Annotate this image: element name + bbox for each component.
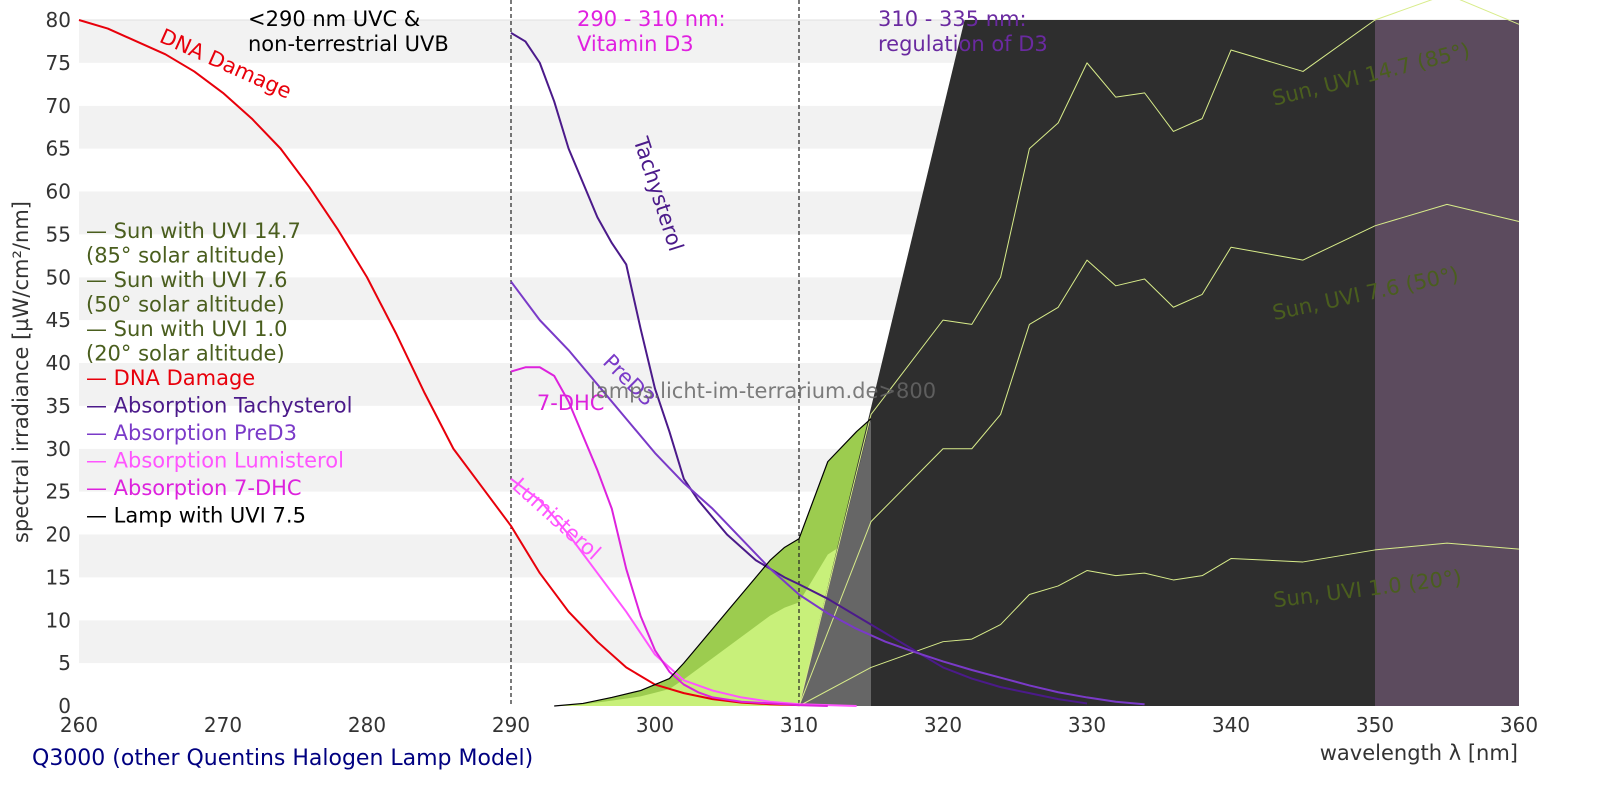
x-tick-label: 320 — [924, 713, 962, 737]
region-annotation: <290 nm UVC & — [248, 7, 420, 31]
y-tick-label: 45 — [46, 308, 71, 332]
legend-entry: — Sun with UVI 7.6 — [86, 268, 288, 292]
x-tick-label: 360 — [1500, 713, 1538, 737]
series-lamp-with-uvi-7-5 — [554, 418, 872, 707]
x-tick-label: 330 — [1068, 713, 1106, 737]
y-tick-label: 30 — [46, 437, 71, 461]
x-tick-label: 260 — [60, 713, 98, 737]
x-axis-label: wavelength λ [nm] — [1320, 741, 1518, 765]
y-tick-labels: 0 5 10 15 20 25 30 35 40 45 50 55 60 65 70 75 80 — [46, 8, 71, 718]
y-tick-label: 15 — [46, 565, 71, 589]
region-annotation: regulation of D3 — [878, 32, 1048, 56]
legend-entry: — Absorption 7-DHC — [86, 476, 302, 500]
legend-entry: (50° solar altitude) — [86, 293, 285, 317]
legend-entry: — Lamp with UVI 7.5 — [86, 504, 306, 528]
lamp-model-footer: Q3000 (other Quentins Halogen Lamp Model… — [32, 746, 534, 771]
dark-region — [799, 20, 1519, 706]
y-tick-label: 75 — [46, 51, 71, 75]
legend-entry: — Absorption Tachysterol — [86, 394, 352, 418]
series-sun-with-uvi-7-6 — [798, 203, 1520, 707]
series-absorption-pred3 — [510, 280, 1145, 706]
watermark-text: lamps.licht-im-terrarium.de>800 — [590, 379, 936, 403]
y-tick-label: 60 — [46, 180, 71, 204]
legend-entry: — Absorption Lumisterol — [86, 449, 344, 473]
legend-entry: (20° solar altitude) — [86, 342, 285, 366]
x-tick-label: 340 — [1212, 713, 1250, 737]
region-annotation: Vitamin D3 — [577, 32, 694, 56]
series-absorption-tachysterol — [510, 32, 1088, 705]
series-sun-with-uvi-14-7 — [798, 0, 1520, 707]
y-tick-label: 65 — [46, 137, 71, 161]
x-tick-label: 310 — [780, 713, 818, 737]
x-tick-label: 300 — [636, 713, 674, 737]
x-tick-label: 270 — [204, 713, 242, 737]
y-tick-label: 0 — [58, 694, 71, 718]
lamp-spectrum-inner-fill — [554, 527, 871, 706]
series-dna-damage — [78, 19, 800, 707]
legend-entry: — Sun with UVI 14.7 — [86, 219, 301, 243]
legend-entry: — Sun with UVI 1.0 — [86, 317, 288, 341]
y-axis-label: spectral irradiance [µW/cm²/nm] — [9, 201, 33, 543]
region-annotation: non-terrestrial UVB — [248, 32, 449, 56]
y-tick-label: 35 — [46, 394, 71, 418]
curve-label-7-dhc: 7-DHC — [537, 391, 605, 415]
y-tick-label: 55 — [46, 222, 71, 246]
y-tick-label: 40 — [46, 351, 71, 375]
x-tick-label: 350 — [1356, 713, 1394, 737]
y-tick-label: 5 — [58, 651, 71, 675]
x-tick-labels: 260 270 280 290 300 310 320 330 340 350 360 — [60, 713, 1538, 737]
region-annotation: 290 - 310 nm: — [577, 7, 726, 31]
region-annotations: <290 nm UVC &non-terrestrial UVB 290 - 31… — [248, 7, 1048, 56]
legend: — Sun with UVI 14.7 (85° solar altitude)… — [86, 219, 352, 528]
y-tick-label: 10 — [46, 608, 71, 632]
legend-entry: — Absorption PreD3 — [86, 421, 297, 445]
y-tick-label: 25 — [46, 480, 71, 504]
series-sun-with-uvi-1-0 — [798, 542, 1520, 707]
region-dividers — [510, 0, 800, 706]
lamp-fills — [554, 418, 871, 706]
legend-entry: (85° solar altitude) — [86, 244, 285, 268]
series-lines — [78, 0, 1520, 707]
series-absorption-7-dhc — [510, 366, 828, 707]
x-tick-label: 290 — [492, 713, 530, 737]
y-tick-label: 70 — [46, 94, 71, 118]
y-tick-label: 20 — [46, 523, 71, 547]
y-tick-label: 80 — [46, 8, 71, 32]
region-annotation: 310 - 335 nm: — [878, 7, 1027, 31]
legend-entry: — DNA Damage — [86, 366, 255, 390]
dark-overlay — [799, 20, 1519, 706]
y-tick-label: 50 — [46, 265, 71, 289]
x-tick-label: 280 — [348, 713, 386, 737]
dark-region-band — [1375, 20, 1519, 706]
